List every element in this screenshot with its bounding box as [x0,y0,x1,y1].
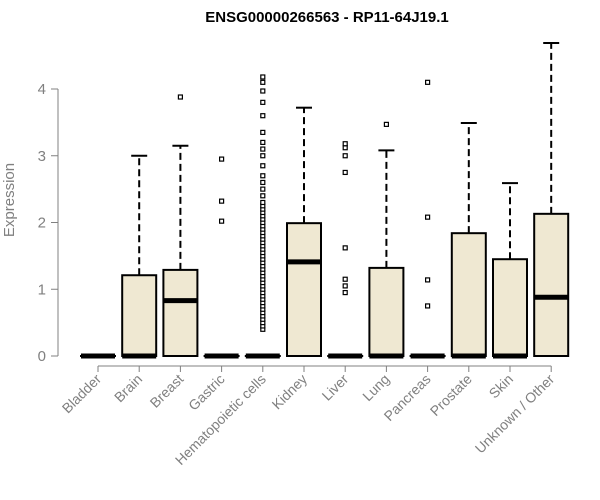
box-iqr [492,258,528,357]
x-tick-label: Kidney [269,371,311,413]
outlier-point [260,179,266,186]
box-brain [121,154,158,359]
box-skin [492,182,528,359]
box-iqr [450,232,487,357]
y-tick-label: 4 [38,81,46,98]
y-axis: 0 1 2 3 4 [38,81,59,365]
box-liver [327,141,364,359]
y-tick-label: 1 [38,281,46,298]
outlier-point [342,141,348,147]
outlier-point [342,289,348,296]
outlier-point [260,139,266,145]
box-iqr [286,222,322,357]
box-iqr [533,212,570,357]
y-axis-label: Expression [1,163,18,237]
outlier-point [342,283,348,289]
outlier-point [219,156,225,162]
box-iqr [368,266,405,358]
outlier-point [425,277,431,283]
outlier-point [260,99,266,105]
outlier-point [260,146,266,152]
box-gastric [203,156,240,359]
box-kidney [286,106,322,357]
outlier-point [260,153,266,159]
outlier-point [342,153,348,159]
outlier-point [219,218,225,224]
outlier-point [260,129,266,135]
x-tick-label: Brain [111,371,145,405]
y-tick-label: 2 [38,215,46,232]
outlier-point [342,169,348,176]
outlier-point [219,198,225,204]
outlier-point [260,173,266,179]
box-hematopoietic-cells [244,74,281,359]
outlier-point [342,245,348,251]
x-tick-label: Breast [147,371,187,411]
box-prostate [450,122,487,359]
outlier-point [342,276,348,282]
x-tick-label: Skin [486,371,517,402]
x-tick-label: Liver [319,371,352,404]
plot-area [80,41,570,359]
outlier-point [260,186,266,192]
outlier-point [260,199,266,206]
outlier-point [425,79,431,85]
outlier-point [260,88,266,94]
y-tick-label: 0 [38,348,46,365]
outlier-point [342,145,348,151]
outlier-point [425,303,431,309]
box-lung [368,121,405,359]
x-tick-label: Prostate [427,371,475,419]
x-tick-label: Lung [359,371,392,404]
outlier-point [260,79,266,85]
outlier-point [260,193,266,199]
chart-title: ENSG00000266563 - RP11-64J19.1 [205,9,449,26]
y-tick-label: 3 [38,148,46,165]
box-pancreas [409,79,446,359]
outlier-point [260,74,266,80]
x-tick-label: Bladder [59,371,105,417]
box-unknown-other [533,41,570,357]
outlier-point [177,94,183,100]
outlier-point [260,163,266,169]
outlier-point [260,113,266,119]
outlier-point [425,214,431,220]
box-breast [162,94,199,357]
outlier-point [383,121,389,127]
box-iqr [121,274,158,358]
box-iqr [162,268,199,357]
